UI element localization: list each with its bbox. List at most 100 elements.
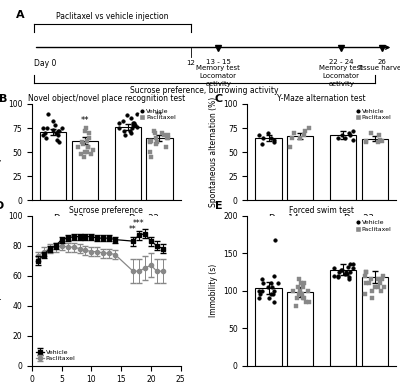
Point [299,291,306,298]
Point [296,291,302,298]
Point [134,124,140,130]
Text: **: ** [129,224,137,234]
Point [79,139,86,146]
Point [256,295,262,301]
Point [266,295,272,301]
Title: Sucrose preference: Sucrose preference [69,206,143,215]
Point [116,125,122,131]
Point [378,288,384,294]
Point [80,141,87,147]
Point [375,276,381,283]
Point [43,134,50,141]
Text: Day 13: Day 13 [54,214,84,223]
Point [40,132,46,138]
Text: Sucrose preference, burrowing activity: Sucrose preference, burrowing activity [130,86,279,95]
Point [40,125,47,131]
Point [50,118,56,124]
Y-axis label: Novel object time (%): Novel object time (%) [0,110,2,194]
Point [115,120,122,126]
Point [331,265,338,271]
Point [346,269,353,275]
Text: 13 - 15: 13 - 15 [206,59,231,65]
Point [259,276,266,283]
Point [146,137,153,144]
Point [272,236,278,243]
Point [268,280,274,286]
Point [77,151,84,157]
Point [42,130,48,136]
Bar [255,288,282,366]
Point [84,149,90,155]
Bar [362,277,388,366]
Point [268,134,274,141]
Point [80,154,87,160]
Point [122,132,128,138]
Point [270,139,277,146]
Point [346,274,352,280]
Point [350,137,356,143]
Point [300,280,307,286]
Point [50,127,56,133]
Point [362,291,368,298]
Point [362,137,369,144]
Point [74,144,81,150]
Bar [115,127,141,200]
Legend: Vehicle, Paclitaxel: Vehicle, Paclitaxel [354,107,393,122]
Point [305,299,312,305]
Text: D: D [0,201,4,211]
Y-axis label: Immobility (s): Immobility (s) [209,264,218,317]
Point [154,139,160,146]
Point [335,274,342,280]
Legend: Vehicle, Paclitaxel: Vehicle, Paclitaxel [354,219,393,233]
Point [297,288,304,294]
Text: B: B [0,94,8,104]
Point [128,130,134,136]
Point [379,276,386,283]
Point [153,134,160,141]
Point [151,128,157,134]
Point [381,284,387,290]
Point [303,299,310,305]
Text: Locomator: Locomator [323,73,360,79]
Text: activity: activity [205,81,231,87]
Point [52,122,58,128]
Point [290,130,297,136]
Point [363,269,370,275]
Point [331,273,337,279]
Point [377,280,383,286]
Point [162,144,169,150]
Text: Memory test: Memory test [319,65,363,71]
Point [287,144,294,150]
Point [268,291,274,298]
Text: E: E [215,201,222,211]
Point [271,137,277,143]
Point [131,120,138,126]
Point [305,288,312,294]
Point [146,139,153,146]
Point [380,273,386,279]
Point [377,137,384,143]
Title: Y-Maze alternation test: Y-Maze alternation test [278,94,366,103]
Point [55,132,61,138]
Point [296,276,302,283]
Point [379,137,385,144]
Point [54,137,60,143]
Point [119,118,126,124]
Point [84,144,91,150]
Point [289,134,295,141]
Point [374,284,381,290]
Point [151,130,158,136]
Point [265,130,272,136]
Legend: Vehicle, Paclitaxel: Vehicle, Paclitaxel [35,348,77,363]
Point [260,280,266,286]
Text: Locomator: Locomator [200,73,237,79]
Point [369,288,375,294]
Point [259,288,265,294]
Point [298,280,304,286]
Point [257,291,264,298]
Text: **: ** [80,116,89,125]
Bar [362,139,388,200]
Point [130,120,136,126]
Point [120,128,127,134]
Point [90,147,96,153]
